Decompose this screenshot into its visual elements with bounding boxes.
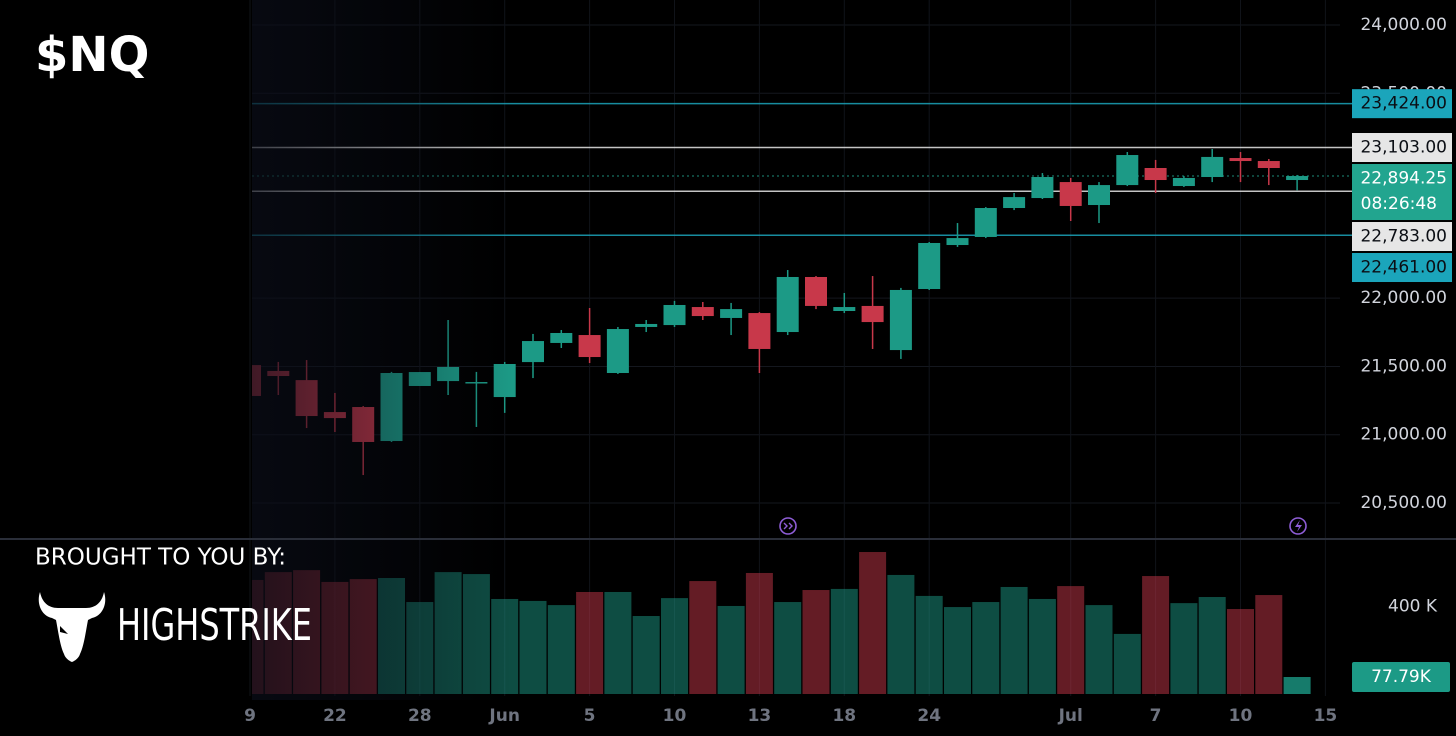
volume-bar <box>1057 586 1085 694</box>
x-tick-label: 15 <box>1314 706 1338 726</box>
volume-bar <box>859 552 887 694</box>
candle-body <box>1229 158 1252 162</box>
x-tick-label: 22 <box>323 706 347 726</box>
volume-bar <box>1028 598 1056 694</box>
level-label-box <box>1352 164 1452 221</box>
candle-body <box>861 305 884 323</box>
volume-bar <box>1085 605 1113 694</box>
level-label-box <box>1352 222 1452 252</box>
x-tick-label: Jul <box>1058 706 1083 726</box>
candle-body <box>833 307 856 311</box>
level-label: 23,424.00 <box>1360 94 1447 114</box>
volume-bar <box>1170 603 1198 694</box>
volume-bar <box>547 605 575 694</box>
volume-bar <box>745 572 773 694</box>
candle-body <box>776 276 799 333</box>
volume-bar <box>519 600 547 694</box>
level-label: 22,461.00 <box>1360 258 1447 278</box>
volume-bar <box>1113 633 1141 694</box>
x-tick-label: 5 <box>584 706 596 726</box>
x-tick-label: 18 <box>832 706 856 726</box>
candle-body <box>606 329 629 374</box>
candle-body <box>550 332 573 343</box>
volume-label: 77.79K <box>1371 667 1432 687</box>
candle-body <box>748 313 771 349</box>
candle-body <box>691 307 714 317</box>
y-tick-label: 20,500.00 <box>1360 493 1447 513</box>
candle-body <box>918 242 941 290</box>
volume-bar <box>972 602 1000 694</box>
candle-body <box>720 309 743 318</box>
event-icon <box>1289 517 1307 535</box>
x-tick-label: 7 <box>1150 706 1162 726</box>
level-label: 22,783.00 <box>1360 227 1447 247</box>
level-label: 22,894.25 <box>1360 169 1447 189</box>
volume-bar <box>774 602 802 694</box>
volume-bar <box>830 588 858 694</box>
x-tick-label: 13 <box>748 706 772 726</box>
x-tick-label: 10 <box>1229 706 1253 726</box>
volume-bar <box>661 598 688 694</box>
level-label: 23,103.00 <box>1360 138 1447 158</box>
chart-title: $NQ <box>35 27 149 83</box>
candle-body <box>889 289 912 351</box>
candle-body <box>1031 177 1054 199</box>
y-tick-label: 21,000.00 <box>1360 425 1447 445</box>
candle-body <box>663 304 686 326</box>
candle-body <box>1172 177 1195 187</box>
x-tick-label: 9 <box>244 706 256 726</box>
candle-body <box>1286 176 1309 181</box>
candle-body <box>1088 185 1110 206</box>
x-tick-label: 10 <box>663 706 687 726</box>
volume-bar <box>1283 677 1311 694</box>
y-tick-label: 21,500.00 <box>1360 356 1447 376</box>
candle-body <box>946 238 969 246</box>
volume-bar <box>1227 609 1254 694</box>
candle-body <box>635 323 658 327</box>
volume-tick-label: 400 K <box>1388 597 1438 617</box>
x-tick-label: Jun <box>488 706 520 726</box>
x-tick-label: 28 <box>408 706 432 726</box>
volume-bar <box>1000 586 1028 694</box>
volume-bar <box>1198 597 1226 694</box>
candle-body <box>522 341 544 363</box>
sponsor-label: BROUGHT TO YOU BY: <box>35 545 286 571</box>
event-icon <box>779 517 797 535</box>
candle-body <box>1201 156 1224 178</box>
level-label-box <box>1352 253 1452 283</box>
candle-body <box>1144 167 1167 181</box>
candle-body <box>578 335 601 358</box>
level-label-box <box>1352 89 1452 119</box>
volume-bar <box>944 607 971 694</box>
candle-body <box>1116 155 1139 186</box>
candle-body <box>1003 197 1026 209</box>
volume-bar <box>1142 576 1170 694</box>
volume-bar <box>1255 595 1283 694</box>
candle-body <box>1059 182 1082 206</box>
y-tick-label: 22,000.00 <box>1360 288 1447 308</box>
volume-bar <box>717 605 745 694</box>
volume-label-box <box>1352 662 1450 693</box>
sponsor-name: HIGHSTRIKE <box>117 600 312 651</box>
volume-bar <box>802 590 830 694</box>
volume-bar <box>632 616 660 694</box>
volume-bar <box>887 574 915 694</box>
candle-body <box>1257 161 1280 168</box>
candle-body <box>974 208 997 237</box>
x-tick-label: 24 <box>917 706 941 726</box>
volume-bar <box>915 595 943 694</box>
volume-bar <box>604 591 632 694</box>
fade-overlay <box>252 0 512 700</box>
volume-bar <box>576 591 604 694</box>
logo-icon <box>38 592 106 662</box>
y-tick-label: 24,000.00 <box>1360 15 1447 35</box>
level-label-box <box>1352 133 1452 163</box>
candle-body <box>805 276 827 306</box>
countdown-label: 08:26:48 <box>1361 194 1437 214</box>
volume-bar <box>689 581 717 694</box>
